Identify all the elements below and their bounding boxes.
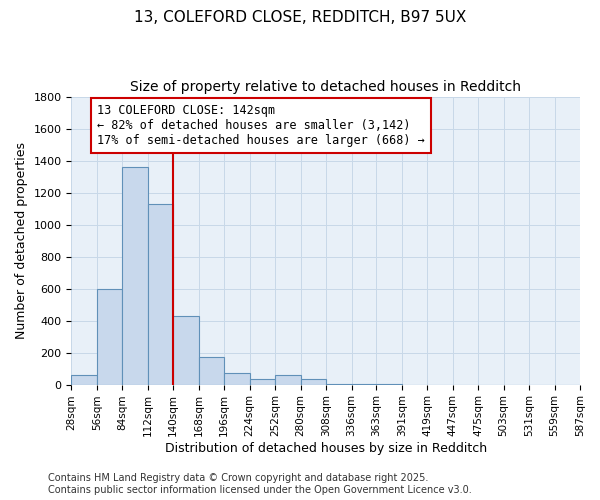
Bar — [148, 204, 173, 384]
Bar — [199, 358, 224, 384]
Bar — [224, 374, 250, 384]
Bar — [97, 288, 122, 384]
Text: 13 COLEFORD CLOSE: 142sqm
← 82% of detached houses are smaller (3,142)
17% of se: 13 COLEFORD CLOSE: 142sqm ← 82% of detac… — [97, 104, 425, 147]
Bar — [122, 167, 148, 384]
Bar — [250, 379, 275, 384]
X-axis label: Distribution of detached houses by size in Redditch: Distribution of detached houses by size … — [164, 442, 487, 455]
Bar — [301, 379, 326, 384]
Bar — [275, 375, 301, 384]
Text: 13, COLEFORD CLOSE, REDDITCH, B97 5UX: 13, COLEFORD CLOSE, REDDITCH, B97 5UX — [134, 10, 466, 25]
Text: Contains HM Land Registry data © Crown copyright and database right 2025.
Contai: Contains HM Land Registry data © Crown c… — [48, 474, 472, 495]
Bar — [173, 316, 199, 384]
Y-axis label: Number of detached properties: Number of detached properties — [15, 142, 28, 339]
Title: Size of property relative to detached houses in Redditch: Size of property relative to detached ho… — [130, 80, 521, 94]
Bar — [71, 375, 97, 384]
